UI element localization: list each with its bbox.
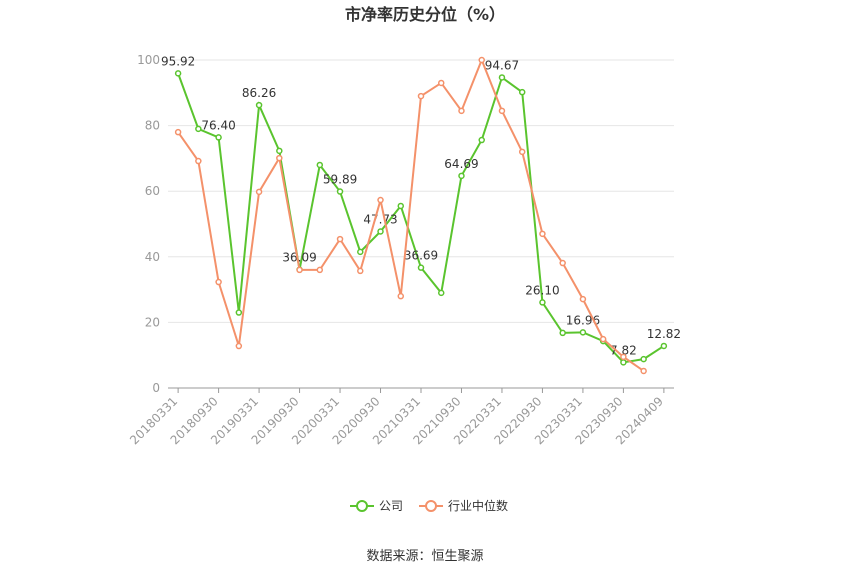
point <box>255 188 263 196</box>
point <box>377 196 384 204</box>
legend-marker <box>425 500 438 512</box>
y-tick-label: 40 <box>145 250 160 264</box>
data-label: 64.69 <box>444 157 478 171</box>
point <box>357 248 364 256</box>
point <box>336 235 344 243</box>
data-label: 12.82 <box>647 327 681 341</box>
point <box>518 88 526 96</box>
legend-label: 公司 <box>379 499 403 513</box>
y-tick-label: 0 <box>152 381 160 395</box>
data-label: 95.92 <box>161 54 195 68</box>
point <box>437 289 445 297</box>
point <box>458 172 465 180</box>
data-label: 7.82 <box>610 343 637 357</box>
y-tick-label: 100 <box>137 53 160 67</box>
data-label: 59.89 <box>323 173 357 187</box>
y-tick-label: 80 <box>145 119 160 133</box>
source: 数据来源：恒生聚源 <box>366 549 483 564</box>
data-label: 26.10 <box>525 283 559 297</box>
point <box>498 74 506 81</box>
y-tick-label: 20 <box>145 315 160 329</box>
point <box>235 342 243 350</box>
point <box>174 128 182 136</box>
data-label: 16.96 <box>566 313 600 327</box>
point <box>478 56 485 64</box>
point <box>296 266 303 274</box>
point <box>377 228 384 235</box>
point <box>397 202 405 210</box>
data-label: 47.73 <box>363 212 397 226</box>
point <box>357 267 364 275</box>
data-label: 86.26 <box>242 86 276 100</box>
point <box>316 266 324 274</box>
point <box>316 161 324 169</box>
point <box>539 299 546 306</box>
point <box>235 309 243 316</box>
y-tick-label: 60 <box>145 184 160 198</box>
point <box>215 134 222 141</box>
point <box>174 70 182 77</box>
point <box>336 188 344 195</box>
point <box>397 292 405 300</box>
point <box>417 264 425 271</box>
point <box>640 367 647 375</box>
data-label: 36.69 <box>404 249 438 263</box>
point <box>478 136 485 144</box>
line <box>177 57 645 372</box>
point <box>458 107 465 115</box>
data-label: 36.09 <box>282 251 316 265</box>
point <box>255 101 263 109</box>
point <box>640 355 647 363</box>
point <box>620 353 627 361</box>
legend-marker <box>356 500 368 512</box>
point <box>498 107 506 115</box>
point <box>579 329 587 336</box>
point <box>195 157 202 165</box>
point <box>437 79 445 87</box>
point <box>518 148 526 156</box>
point <box>599 335 607 343</box>
data-label: 94.67 <box>485 58 519 72</box>
point <box>559 329 566 337</box>
legend-label: 行业中位数 <box>448 498 508 513</box>
point <box>215 278 222 286</box>
point <box>276 147 283 155</box>
point <box>276 154 283 162</box>
point <box>559 259 566 267</box>
point <box>620 359 627 366</box>
point <box>539 230 546 238</box>
point <box>195 125 202 133</box>
point <box>417 92 425 100</box>
chart-title: 市净率历史分位（%） <box>345 5 505 24</box>
point <box>579 295 587 303</box>
data-label: 76.40 <box>201 118 235 132</box>
point <box>660 342 668 350</box>
